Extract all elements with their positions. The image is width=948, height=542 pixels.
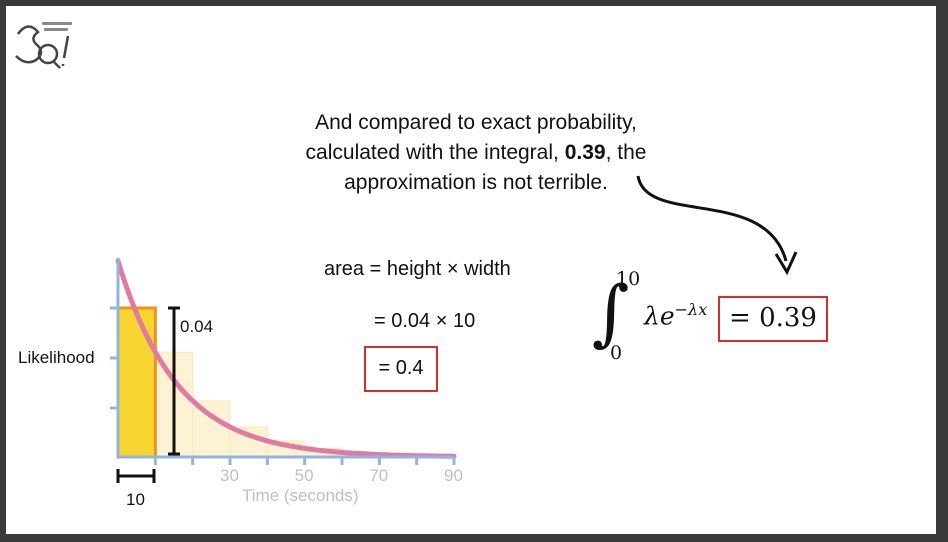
- area-substitution: = 0.04 × 10: [374, 310, 476, 332]
- slide: And compared to exact probability, calcu…: [6, 6, 936, 534]
- x-tick-label-90: 90: [444, 466, 463, 485]
- height-bracket: [168, 306, 180, 456]
- caption-line-2: calculated with the integral, 0.39, the: [305, 141, 647, 164]
- curved-arrow: [636, 175, 798, 276]
- x-axis-label: Time (seconds): [242, 486, 359, 505]
- x-tick-label-30: 30: [220, 466, 239, 485]
- x-tick-label-50: 50: [294, 466, 314, 485]
- highlighted-bar: [116, 306, 157, 459]
- width-bracket: [116, 469, 156, 483]
- histogram-bar-3: [192, 400, 231, 458]
- integral-upper-bound: 10: [616, 268, 641, 290]
- x-tick-label-70: 70: [369, 466, 389, 485]
- integral-result-box: = 0.39: [718, 296, 828, 342]
- integral-lower-bound: 0: [610, 342, 623, 364]
- exact-probability-value: 0.39: [564, 141, 606, 164]
- height-label: 0.04: [180, 317, 214, 336]
- area-result: = 0.4: [378, 357, 424, 379]
- integrand: λe−λx: [644, 300, 708, 331]
- caption-line-3: approximation is not terrible.: [344, 171, 608, 194]
- width-label: 10: [126, 490, 145, 509]
- integral-sign: ∫: [592, 270, 630, 354]
- integral-result: = 0.39: [729, 303, 817, 333]
- area-result-box: = 0.4: [364, 346, 438, 392]
- y-axis-label: Likelihood: [18, 348, 95, 367]
- exponential-chart: [110, 258, 457, 483]
- caption-line-1: And compared to exact probability,: [315, 111, 637, 134]
- caption: And compared to exact probability, calcu…: [276, 108, 676, 198]
- statquest-logo: [15, 22, 72, 69]
- integrand-exponent: −λx: [674, 300, 708, 319]
- area-formula: area = height × width: [324, 258, 511, 280]
